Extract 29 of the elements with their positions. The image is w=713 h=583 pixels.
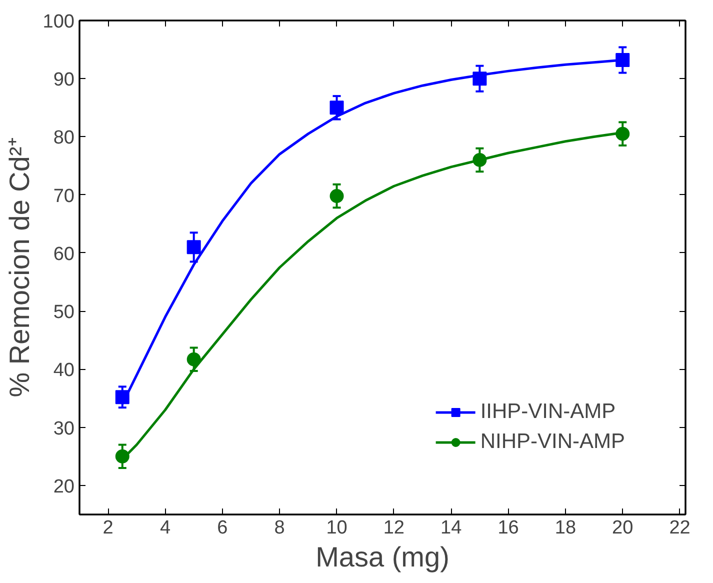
x-tick-label: 6 bbox=[217, 518, 228, 538]
x-tick-label: 12 bbox=[383, 518, 405, 538]
y-axis-title: % Remocion de Cd²⁺ bbox=[4, 138, 35, 398]
x-tick-label: 2 bbox=[102, 518, 114, 538]
y-tick-label: 80 bbox=[53, 128, 75, 149]
y-tick-label: 100 bbox=[42, 12, 74, 32]
y-tick-label: 20 bbox=[53, 476, 75, 498]
point bbox=[330, 100, 344, 115]
point bbox=[330, 189, 344, 203]
x-tick-label: 8 bbox=[274, 518, 285, 538]
x-tick-label: 20 bbox=[612, 518, 634, 538]
y-tick-label: 90 bbox=[53, 70, 75, 91]
y-tick-label: 50 bbox=[53, 302, 75, 324]
legend-label: IIHP-VIN-AMP bbox=[480, 400, 616, 424]
legend-label: NIHP-VIN-AMP bbox=[480, 430, 625, 454]
x-tick-label: 14 bbox=[440, 518, 462, 538]
point bbox=[186, 240, 201, 254]
x-tick-label: 10 bbox=[326, 518, 348, 538]
y-tick-label: 40 bbox=[53, 360, 75, 382]
point bbox=[616, 53, 630, 68]
x-tick-label: 4 bbox=[160, 518, 171, 538]
x-axis-title: Masa (mg) bbox=[316, 542, 450, 572]
x-tick-label: 22 bbox=[669, 518, 690, 538]
x-tick-label: 18 bbox=[554, 518, 576, 538]
x-tick-label: 16 bbox=[498, 518, 519, 538]
y-tick-label: 60 bbox=[53, 244, 75, 265]
y-tick-label: 70 bbox=[53, 186, 75, 207]
y-tick-label: 30 bbox=[53, 418, 75, 440]
point bbox=[186, 352, 201, 366]
